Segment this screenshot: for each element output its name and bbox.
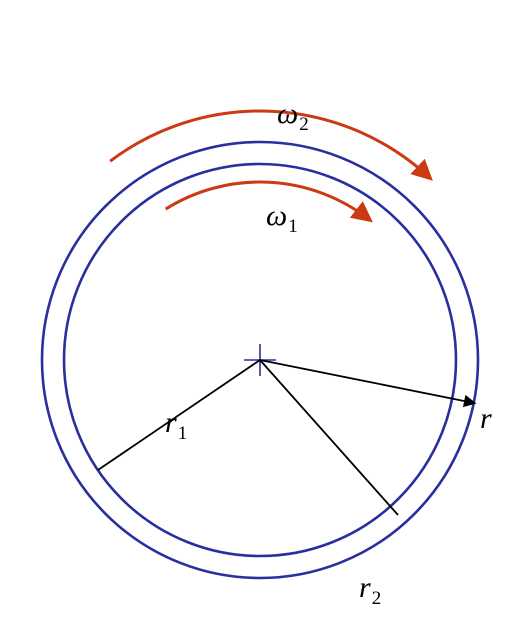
label-w2-sub: 2	[299, 114, 309, 135]
label-r1-sub: 1	[178, 423, 188, 444]
label-r-text: r	[480, 402, 492, 435]
label-r2-sub: 2	[372, 588, 382, 609]
label-r2-text: r	[359, 571, 371, 604]
label-r: r	[480, 402, 492, 435]
label-w1-sub: 1	[288, 216, 298, 237]
label-w1-text: ω	[266, 199, 287, 232]
label-w2-text: ω	[277, 97, 298, 130]
label-r1-text: r	[165, 406, 177, 439]
